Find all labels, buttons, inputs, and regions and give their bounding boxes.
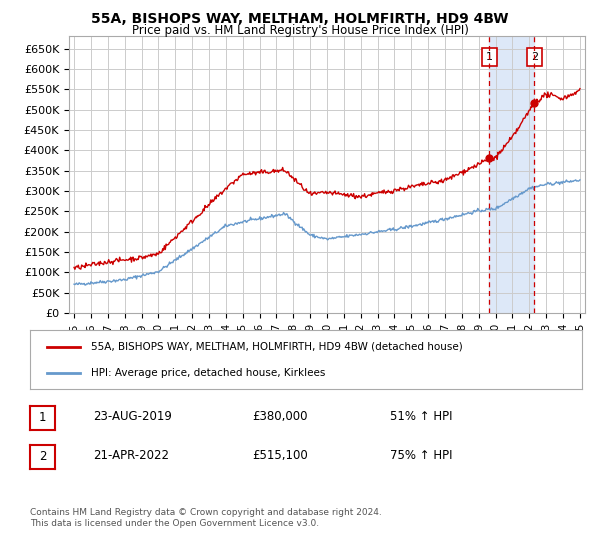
Text: HPI: Average price, detached house, Kirklees: HPI: Average price, detached house, Kirk… [91, 368, 325, 378]
Bar [490, 36, 534, 313]
Text: Price paid vs. HM Land Registry's House Price Index (HPI): Price paid vs. HM Land Registry's House … [131, 24, 469, 36]
Text: 51% ↑ HPI: 51% ↑ HPI [390, 410, 452, 423]
Text: £380,000: £380,000 [252, 410, 308, 423]
Text: Contains HM Land Registry data © Crown copyright and database right 2024.
This d: Contains HM Land Registry data © Crown c… [30, 508, 382, 528]
Text: 23-AUG-2019: 23-AUG-2019 [93, 410, 172, 423]
Text: 2: 2 [39, 450, 46, 464]
Text: £515,100: £515,100 [252, 449, 308, 463]
Text: 75% ↑ HPI: 75% ↑ HPI [390, 449, 452, 463]
Text: 2: 2 [531, 52, 538, 62]
Text: 1: 1 [39, 411, 46, 424]
Text: 55A, BISHOPS WAY, MELTHAM, HOLMFIRTH, HD9 4BW (detached house): 55A, BISHOPS WAY, MELTHAM, HOLMFIRTH, HD… [91, 342, 463, 352]
Text: 21-APR-2022: 21-APR-2022 [93, 449, 169, 463]
Text: 1: 1 [486, 52, 493, 62]
Text: 55A, BISHOPS WAY, MELTHAM, HOLMFIRTH, HD9 4BW: 55A, BISHOPS WAY, MELTHAM, HOLMFIRTH, HD… [91, 12, 509, 26]
